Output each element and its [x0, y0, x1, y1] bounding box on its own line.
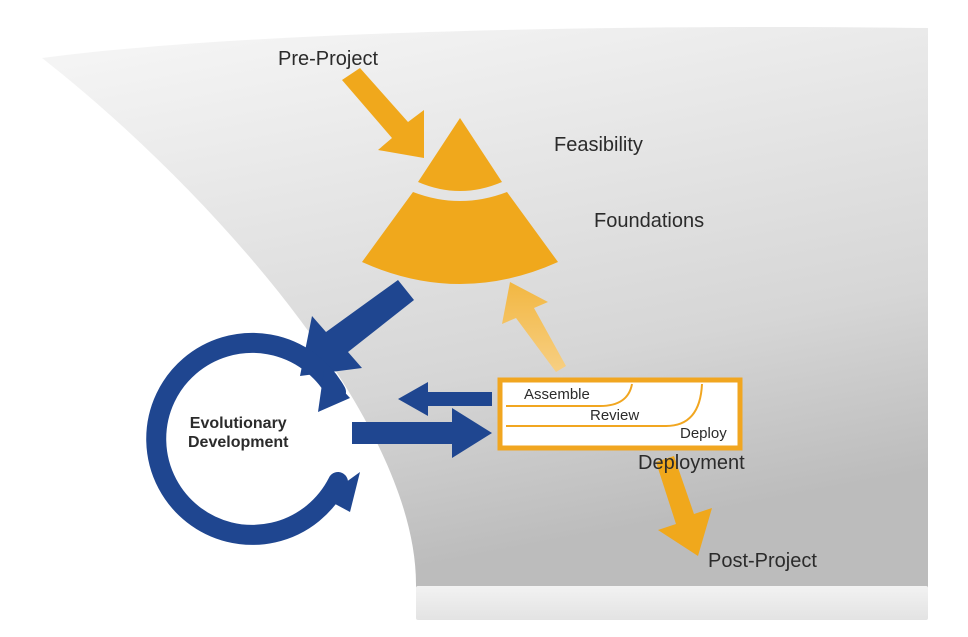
label-feasibility: Feasibility	[554, 134, 643, 157]
label-pre-project: Pre-Project	[278, 48, 378, 71]
label-review: Review	[590, 407, 639, 424]
label-deploy: Deploy	[680, 425, 727, 442]
label-foundations: Foundations	[594, 210, 704, 233]
label-evolutionary: Evolutionary Development	[188, 414, 288, 452]
label-deployment: Deployment	[638, 452, 745, 475]
label-post-project: Post-Project	[708, 550, 817, 573]
diagram-svg	[0, 0, 968, 637]
bottom-bar	[416, 586, 928, 620]
label-evolutionary-line2: Development	[188, 434, 288, 451]
label-assemble: Assemble	[524, 386, 590, 403]
label-evolutionary-line1: Evolutionary	[190, 415, 287, 432]
diagram-canvas: Pre-Project Feasibility Foundations Depl…	[0, 0, 968, 637]
